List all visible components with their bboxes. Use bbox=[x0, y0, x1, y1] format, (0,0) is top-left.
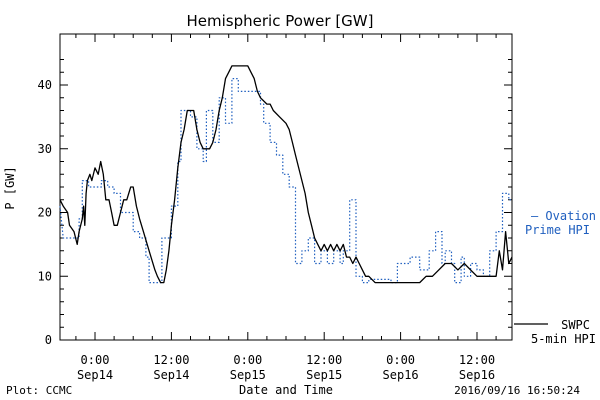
x-tick-label-time: 12:00 bbox=[459, 353, 495, 367]
legend-swpc-line2: 5-min HPI bbox=[531, 332, 596, 346]
x-tick-label-time: 0:00 bbox=[233, 353, 262, 367]
x-tick-label-date: Sep16 bbox=[459, 368, 495, 382]
series-line-swpc bbox=[59, 65, 513, 284]
x-tick-label-time: 0:00 bbox=[386, 353, 415, 367]
x-tick-label-date: Sep14 bbox=[77, 368, 113, 382]
x-tick-label-date: Sep16 bbox=[383, 368, 419, 382]
x-tick-label-time: 12:00 bbox=[153, 353, 189, 367]
y-tick-label: 30 bbox=[38, 142, 52, 156]
legend-ovation-line2: Prime HPI bbox=[525, 223, 590, 237]
x-tick-label-date: Sep15 bbox=[306, 368, 342, 382]
x-axis-label: Date and Time bbox=[239, 383, 333, 397]
legend-ovation-line1: — Ovation bbox=[531, 209, 596, 223]
plot-frame bbox=[59, 33, 513, 341]
x-tick-label-date: Sep15 bbox=[230, 368, 266, 382]
y-tick-label: 20 bbox=[38, 206, 52, 220]
footer-right: 2016/09/16 16:50:24 bbox=[454, 384, 580, 397]
y-axis-label: P [GW] bbox=[3, 166, 17, 209]
legend-swpc-line1: SWPC bbox=[561, 318, 590, 332]
footer-left: Plot: CCMC bbox=[6, 384, 72, 397]
y-tick-label: 10 bbox=[38, 269, 52, 283]
x-axis: 0:00Sep1412:00Sep140:00Sep1512:00Sep150:… bbox=[75, 34, 497, 382]
x-tick-label-time: 0:00 bbox=[81, 353, 110, 367]
y-tick-label: 0 bbox=[45, 333, 52, 347]
x-tick-label-date: Sep14 bbox=[153, 368, 189, 382]
y-tick-label: 40 bbox=[38, 78, 52, 92]
series-group bbox=[59, 65, 513, 284]
y-axis: 0 10 20 30 40 bbox=[38, 59, 512, 347]
series-line-ovation bbox=[59, 78, 512, 284]
x-tick-label-time: 12:00 bbox=[306, 353, 342, 367]
chart-title: Hemispheric Power [GW] bbox=[187, 12, 374, 30]
